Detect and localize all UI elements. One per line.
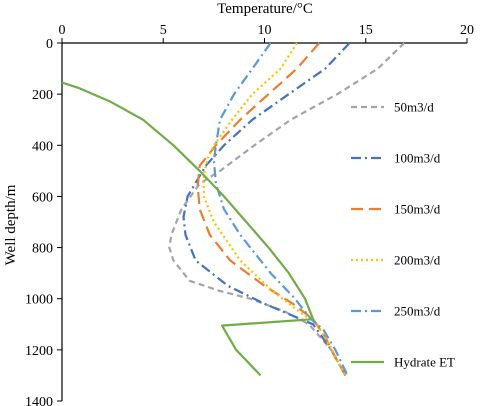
series-line <box>202 42 347 376</box>
legend-label: 200m3/d <box>394 253 441 268</box>
y-tick-label: 400 <box>32 139 53 154</box>
series-line <box>168 42 405 376</box>
y-tick-label: 200 <box>32 88 53 103</box>
series-layer <box>61 42 405 377</box>
legend-label: 150m3/d <box>394 202 441 217</box>
y-tick-label: 0 <box>46 37 53 52</box>
legend-label: 50m3/d <box>394 100 434 115</box>
y-axis-title: Well depth/m <box>3 184 19 265</box>
y-tick-label: 1400 <box>25 395 53 406</box>
legend-label: 100m3/d <box>394 151 441 166</box>
series-line <box>196 42 347 376</box>
x-tick-label: 15 <box>359 23 373 38</box>
series-line <box>182 42 351 376</box>
y-tick-label: 1000 <box>25 293 53 308</box>
x-tick-label: 0 <box>59 23 66 38</box>
x-tick-label: 5 <box>160 23 167 38</box>
x-tick-label: 10 <box>258 23 272 38</box>
series-line <box>61 81 315 377</box>
series-line <box>212 42 349 376</box>
x-tick-label: 20 <box>460 23 474 38</box>
legend: 50m3/d 100m3/d 150m3/d 200m3/d 250m3/d Hydrat… <box>351 100 455 370</box>
y-tick-label: 1200 <box>25 344 53 359</box>
legend-label: Hydrate ET <box>394 355 455 370</box>
legend-label: 250m3/d <box>394 304 441 319</box>
y-tick-label: 800 <box>32 242 53 257</box>
x-axis-title: Temperature/°C <box>217 1 313 17</box>
y-tick-label: 600 <box>32 190 53 205</box>
